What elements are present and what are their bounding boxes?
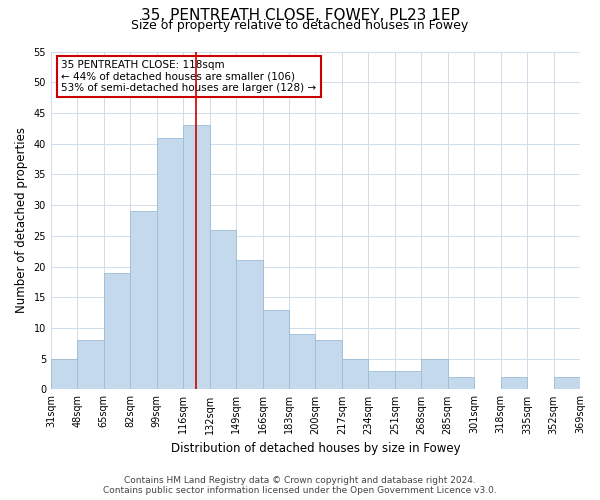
- Bar: [421, 358, 448, 390]
- Bar: [448, 377, 474, 390]
- X-axis label: Distribution of detached houses by size in Fowey: Distribution of detached houses by size …: [170, 442, 460, 455]
- Bar: [395, 371, 421, 390]
- Bar: [368, 371, 395, 390]
- Bar: [130, 211, 157, 390]
- Bar: [342, 358, 368, 390]
- Bar: [289, 334, 316, 390]
- Bar: [51, 358, 77, 390]
- Y-axis label: Number of detached properties: Number of detached properties: [15, 128, 28, 314]
- Bar: [77, 340, 104, 390]
- Bar: [209, 230, 236, 390]
- Bar: [236, 260, 263, 390]
- Text: Size of property relative to detached houses in Fowey: Size of property relative to detached ho…: [131, 18, 469, 32]
- Text: 35 PENTREATH CLOSE: 118sqm
← 44% of detached houses are smaller (106)
53% of sem: 35 PENTREATH CLOSE: 118sqm ← 44% of deta…: [61, 60, 317, 93]
- Text: Contains HM Land Registry data © Crown copyright and database right 2024.
Contai: Contains HM Land Registry data © Crown c…: [103, 476, 497, 495]
- Text: 35, PENTREATH CLOSE, FOWEY, PL23 1EP: 35, PENTREATH CLOSE, FOWEY, PL23 1EP: [140, 8, 460, 22]
- Bar: [157, 138, 183, 390]
- Bar: [500, 377, 527, 390]
- Bar: [554, 377, 580, 390]
- Bar: [183, 125, 209, 390]
- Bar: [104, 272, 130, 390]
- Bar: [316, 340, 342, 390]
- Bar: [263, 310, 289, 390]
